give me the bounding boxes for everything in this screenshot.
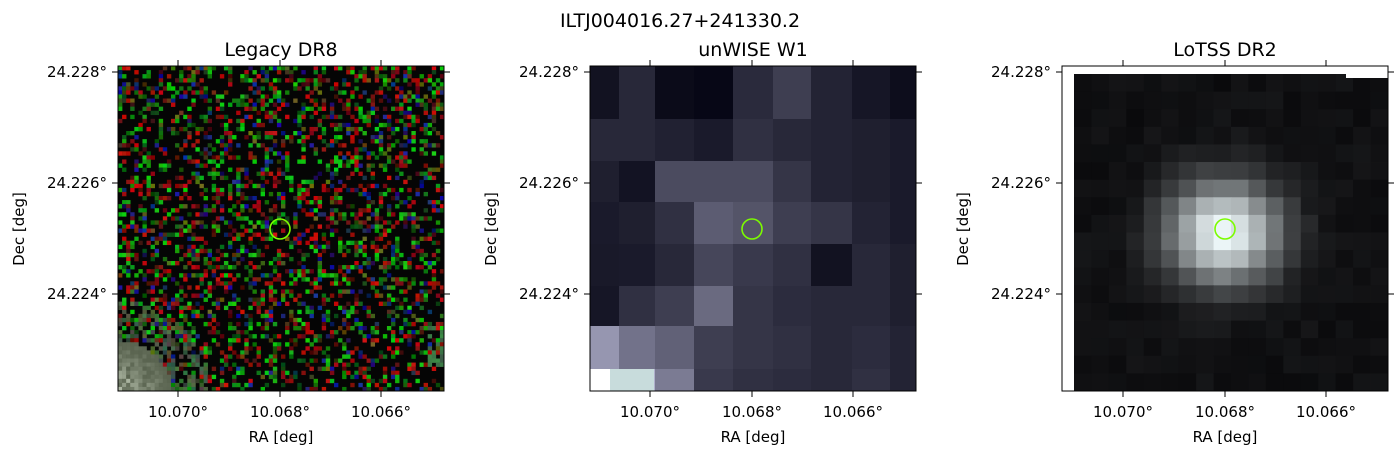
sky-image bbox=[590, 66, 917, 392]
source-marker bbox=[741, 218, 763, 240]
sky-image bbox=[118, 66, 445, 392]
x-tick-label: 10.066° bbox=[351, 403, 411, 421]
x-tick-label: 10.070° bbox=[620, 403, 680, 421]
x-tick-label: 10.066° bbox=[823, 403, 883, 421]
x-tick-label: 10.066° bbox=[1296, 403, 1356, 421]
x-tick-label: 10.070° bbox=[1093, 403, 1153, 421]
panel-title: Legacy DR8 bbox=[224, 39, 337, 61]
y-tick-label: 24.228° bbox=[519, 63, 579, 81]
y-tick-label: 24.224° bbox=[47, 285, 107, 303]
ticks bbox=[1056, 60, 1394, 397]
y-tick-label: 24.224° bbox=[519, 285, 579, 303]
y-tick-label: 24.226° bbox=[519, 174, 579, 192]
panel-lotss-dr2: LoTSS DR2 10.070° 10.068° 10.066° 24.228… bbox=[954, 39, 1394, 446]
axes-frame bbox=[117, 65, 445, 392]
panel-legacy-dr8: Legacy DR8 10.070° 10.068° 10.066° 24.22… bbox=[10, 39, 450, 446]
axes-frame bbox=[589, 65, 917, 392]
y-tick-label: 24.228° bbox=[991, 63, 1051, 81]
y-axis-label: Dec [deg] bbox=[10, 192, 28, 266]
x-tick-label: 10.068° bbox=[722, 403, 782, 421]
x-axis-label: RA [deg] bbox=[1193, 428, 1258, 446]
figure-title: ILTJ004016.27+241330.2 bbox=[560, 10, 800, 32]
y-tick-label: 24.226° bbox=[991, 174, 1051, 192]
x-axis-label: RA [deg] bbox=[721, 428, 786, 446]
sky-image bbox=[1062, 66, 1389, 392]
y-axis-label: Dec [deg] bbox=[482, 192, 500, 266]
ticks bbox=[584, 60, 922, 397]
panel-title: LoTSS DR2 bbox=[1173, 39, 1277, 61]
x-axis-label: RA [deg] bbox=[249, 428, 314, 446]
source-marker bbox=[269, 218, 291, 240]
x-tick-label: 10.070° bbox=[148, 403, 208, 421]
source-marker bbox=[1214, 218, 1236, 240]
x-tick-label: 10.068° bbox=[250, 403, 310, 421]
y-axis-label: Dec [deg] bbox=[954, 192, 972, 266]
x-tick-label: 10.068° bbox=[1195, 403, 1255, 421]
y-tick-label: 24.228° bbox=[47, 63, 107, 81]
panel-title: unWISE W1 bbox=[698, 39, 807, 61]
y-tick-label: 24.226° bbox=[47, 174, 107, 192]
ticks bbox=[112, 60, 450, 397]
panel-unwise-w1: unWISE W1 10.070° 10.068° 10.066° 24.228… bbox=[482, 39, 922, 446]
y-tick-label: 24.224° bbox=[991, 285, 1051, 303]
